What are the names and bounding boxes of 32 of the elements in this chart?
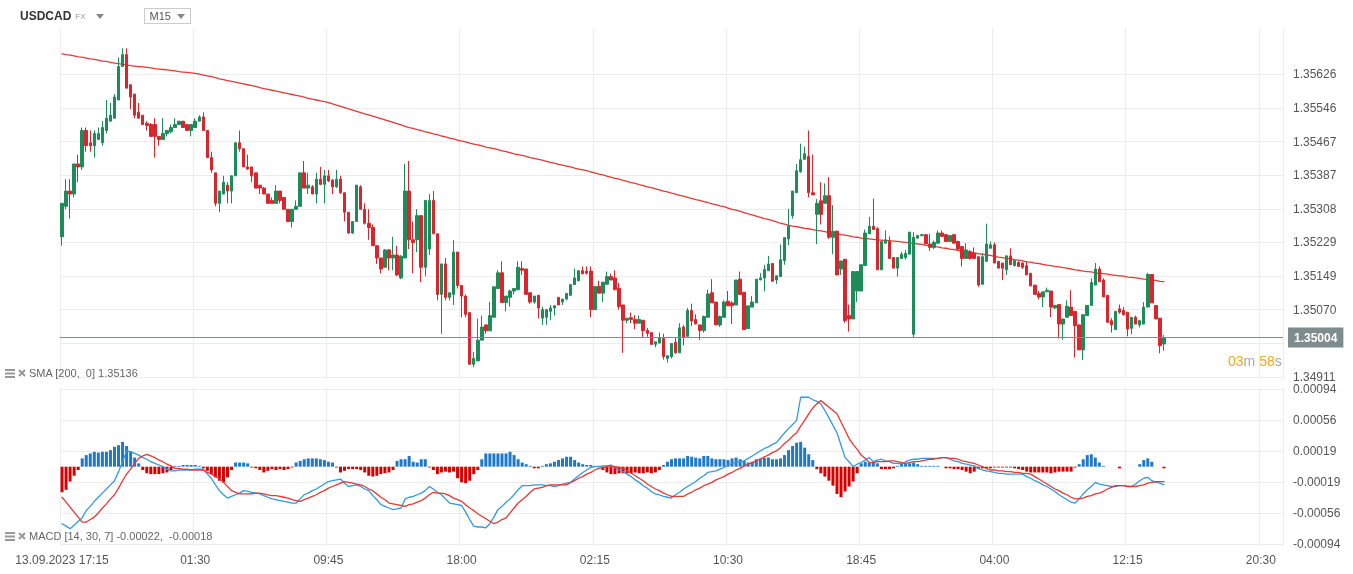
chart-title: USDCAD	[20, 9, 72, 23]
x-tick-label: 04:00	[979, 553, 1010, 567]
y-tick-label: 0.00019	[1293, 443, 1337, 458]
y-tick-label: 1.35387	[1293, 168, 1337, 183]
x-tick-label: 01:30	[180, 553, 211, 567]
y-tick-label: 1.35308	[1293, 201, 1337, 216]
y-tick-label: 1.35149	[1293, 269, 1337, 284]
text: M15	[149, 10, 171, 22]
y-tick-label: 1.35467	[1293, 134, 1337, 149]
x-tick-label: 20:30	[1245, 553, 1277, 567]
y-tick-label: 0.00056	[1293, 413, 1337, 428]
ref-line-label: 1.35004	[1294, 330, 1338, 345]
y-tick-label: 1.35070	[1293, 302, 1337, 317]
x-tick-label: 10:30	[712, 553, 744, 567]
x-tick-label: 12:15	[1112, 553, 1143, 567]
x-tick-label: 18:00	[446, 553, 477, 567]
x-tick-label: 13.09.2023 17:15	[15, 553, 110, 567]
y-tick-label: 1.35229	[1293, 235, 1337, 250]
y-tick-label: 1.34911	[1293, 370, 1336, 384]
y-tick-label: 1.35546	[1293, 101, 1337, 116]
annotation: SMA [200, 0] 1.35136	[29, 367, 138, 379]
y-tick-label: -0.00019	[1293, 475, 1341, 490]
y-tick-label: -0.00094	[1293, 537, 1341, 552]
y-tick-label: -0.00056	[1293, 505, 1341, 520]
x-tick-label: 02:15	[579, 553, 611, 567]
y-tick-label: 0.00094	[1293, 382, 1337, 396]
chart-subtitle: FX	[75, 11, 86, 21]
annotation: 03m 58s	[1228, 353, 1282, 369]
x-tick-label: 18:45	[846, 553, 877, 567]
x-tick-label: 09:45	[313, 553, 344, 567]
y-tick-label: 1.35626	[1293, 67, 1337, 82]
annotation: MACD [14, 30, 7] -0.00022, -0.00018	[29, 530, 213, 542]
